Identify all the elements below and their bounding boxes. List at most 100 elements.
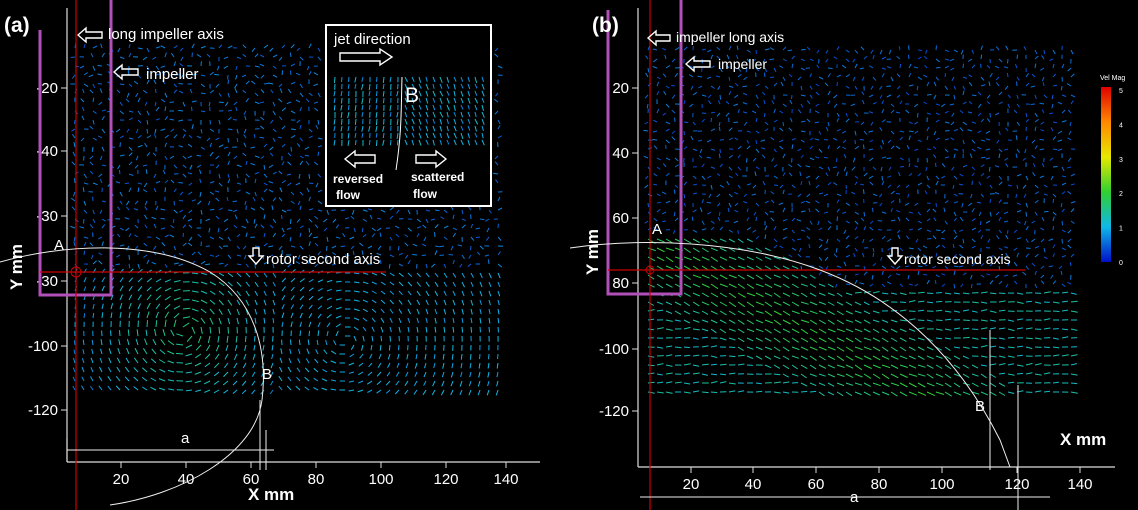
velocity-vector xyxy=(254,74,259,79)
velocity-vector xyxy=(418,111,422,117)
velocity-vector xyxy=(243,128,247,134)
velocity-vector xyxy=(287,182,292,187)
velocity-vector xyxy=(155,73,161,76)
velocity-vector xyxy=(773,184,779,186)
velocity-vector xyxy=(389,308,394,314)
velocity-vector xyxy=(706,139,712,143)
velocity-vector xyxy=(260,155,265,160)
velocity-vector xyxy=(908,300,916,303)
velocity-vector xyxy=(782,121,785,127)
velocity-vector xyxy=(423,380,427,386)
velocity-vector xyxy=(800,58,805,62)
velocity-vector xyxy=(297,200,301,206)
velocity-vector xyxy=(452,281,456,287)
velocity-vector xyxy=(146,47,150,53)
velocity-vector xyxy=(375,83,378,90)
velocity-vector xyxy=(823,211,829,214)
velocity-vector xyxy=(186,335,193,343)
velocity-vector xyxy=(453,111,457,117)
velocity-vector xyxy=(746,247,754,251)
velocity-vector xyxy=(746,226,752,231)
velocity-vector xyxy=(935,319,943,321)
velocity-vector xyxy=(935,373,944,378)
velocity-vector xyxy=(782,364,790,370)
velocity-vector xyxy=(259,136,265,139)
velocity-vector xyxy=(308,173,311,179)
velocity-vector xyxy=(1004,157,1009,161)
velocity-vector xyxy=(115,128,121,133)
velocity-vector xyxy=(116,254,121,258)
velocity-vector xyxy=(380,317,385,323)
velocity-vector xyxy=(710,355,718,358)
velocity-vector xyxy=(178,199,184,202)
impeller-arrow-icon-a xyxy=(112,63,139,81)
velocity-vector xyxy=(941,273,946,276)
velocity-vector xyxy=(683,363,691,366)
velocity-vector xyxy=(187,172,193,175)
velocity-vector xyxy=(380,335,383,342)
velocity-vector xyxy=(971,382,979,388)
velocity-vector xyxy=(161,242,166,247)
velocity-vector xyxy=(863,391,871,396)
velocity-vector xyxy=(908,84,914,87)
velocity-vector xyxy=(382,125,385,132)
velocity-vector xyxy=(818,319,826,325)
velocity-vector xyxy=(315,125,319,130)
velocity-vector xyxy=(453,118,457,125)
velocity-vector xyxy=(1034,63,1037,69)
velocity-vector xyxy=(453,97,457,104)
velocity-vector xyxy=(737,354,745,357)
velocity-vector xyxy=(155,311,159,319)
velocity-vector xyxy=(701,163,705,168)
velocity-vector xyxy=(461,299,465,306)
velocity-vector xyxy=(953,373,961,377)
velocity-vector xyxy=(314,161,319,166)
velocity-vector xyxy=(1067,244,1072,249)
velocity-vector xyxy=(949,103,955,106)
velocity-vector xyxy=(321,387,328,391)
velocity-vector xyxy=(206,53,211,58)
velocity-vector xyxy=(260,116,265,121)
velocity-vector xyxy=(674,336,681,339)
velocity-vector xyxy=(665,274,674,279)
velocity-vector xyxy=(281,304,285,310)
velocity-vector xyxy=(809,328,818,334)
velocity-vector xyxy=(755,310,764,314)
velocity-vector xyxy=(411,132,415,138)
velocity-vector xyxy=(376,90,378,97)
velocity-vector xyxy=(782,337,791,343)
velocity-vector xyxy=(809,220,813,225)
velocity-vector xyxy=(1039,175,1045,179)
velocity-vector xyxy=(432,125,436,132)
velocity-vector xyxy=(845,337,854,343)
velocity-vector xyxy=(127,70,130,76)
velocity-vector xyxy=(164,155,168,160)
velocity-vector xyxy=(899,63,902,69)
velocity-vector xyxy=(967,58,973,62)
velocity-vector xyxy=(719,94,722,100)
velocity-vector xyxy=(652,48,658,51)
velocity-vector xyxy=(710,166,715,169)
velocity-vector xyxy=(796,219,802,222)
velocity-vector xyxy=(1025,337,1033,340)
velocity-vector xyxy=(347,132,350,139)
velocity-vector xyxy=(998,382,1006,387)
velocity-vector xyxy=(119,277,124,283)
velocity-vector xyxy=(953,355,961,360)
velocity-vector xyxy=(382,76,385,83)
velocity-vector xyxy=(1004,148,1009,151)
velocity-vector xyxy=(978,181,982,186)
velocity-vector xyxy=(126,245,130,251)
velocity-vector xyxy=(1070,354,1078,357)
velocity-vector xyxy=(272,54,278,58)
velocity-vector xyxy=(281,312,285,319)
velocity-vector xyxy=(842,130,847,134)
velocity-vector xyxy=(710,363,717,366)
velocity-vector xyxy=(227,45,233,49)
velocity-vector xyxy=(951,112,955,117)
velocity-vector xyxy=(985,148,991,151)
velocity-vector xyxy=(809,382,817,387)
velocity-vector xyxy=(272,272,277,278)
velocity-vector xyxy=(416,290,421,297)
